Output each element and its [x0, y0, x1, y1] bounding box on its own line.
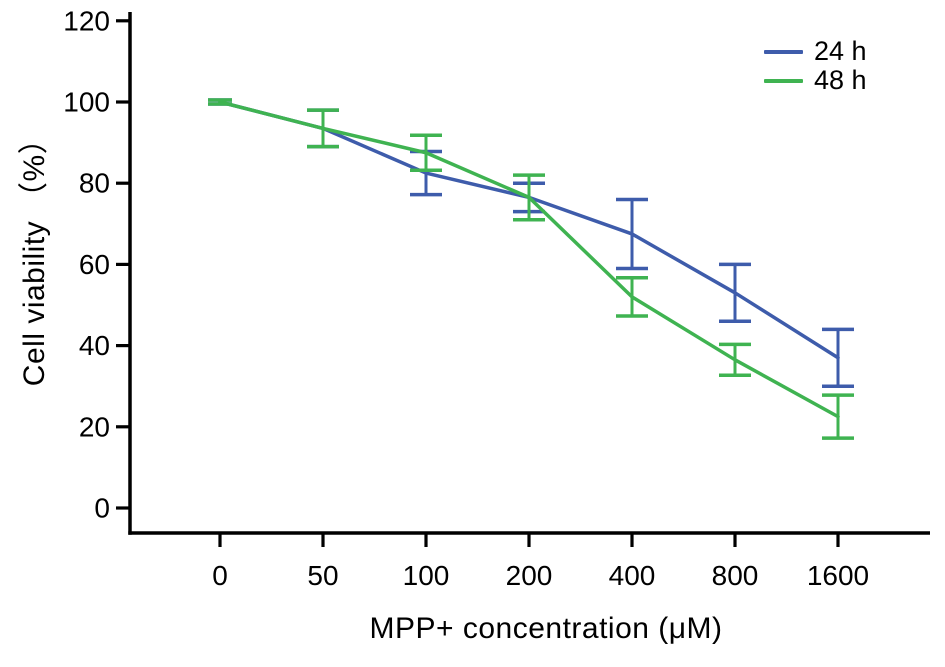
legend-label-48h: 48 h: [814, 65, 867, 95]
y-axis-title: Cell viability （%）: [18, 123, 51, 387]
x-tick-label: 50: [307, 560, 338, 591]
legend-swatch-48h: [764, 78, 803, 83]
y-tick-label: 60: [79, 249, 110, 280]
y-tick-label: 80: [79, 168, 110, 199]
y-tick-label: 20: [79, 411, 110, 442]
x-tick-label: 200: [506, 560, 553, 591]
y-tick-label: 120: [63, 5, 110, 36]
x-tick-label: 400: [609, 560, 656, 591]
y-tick-label: 0: [94, 493, 110, 524]
y-tick-label: 40: [79, 330, 110, 361]
legend-label-24h: 24 h: [814, 36, 867, 66]
x-tick-label: 0: [212, 560, 228, 591]
series-line-48-h: [218, 100, 840, 419]
legend-swatch-24h: [764, 49, 803, 54]
x-tick-label: 100: [403, 560, 450, 591]
legend-item-48h: 48 h: [764, 66, 867, 95]
legend-item-24h: 24 h: [764, 37, 867, 66]
x-tick-label: 1600: [807, 560, 869, 591]
x-axis-title: MPP+ concentration (μM): [369, 612, 723, 645]
legend: 24 h 48 h: [764, 37, 867, 95]
series-line-24-h: [218, 100, 840, 360]
x-tick-label: 800: [712, 560, 759, 591]
y-tick-label: 100: [63, 87, 110, 118]
